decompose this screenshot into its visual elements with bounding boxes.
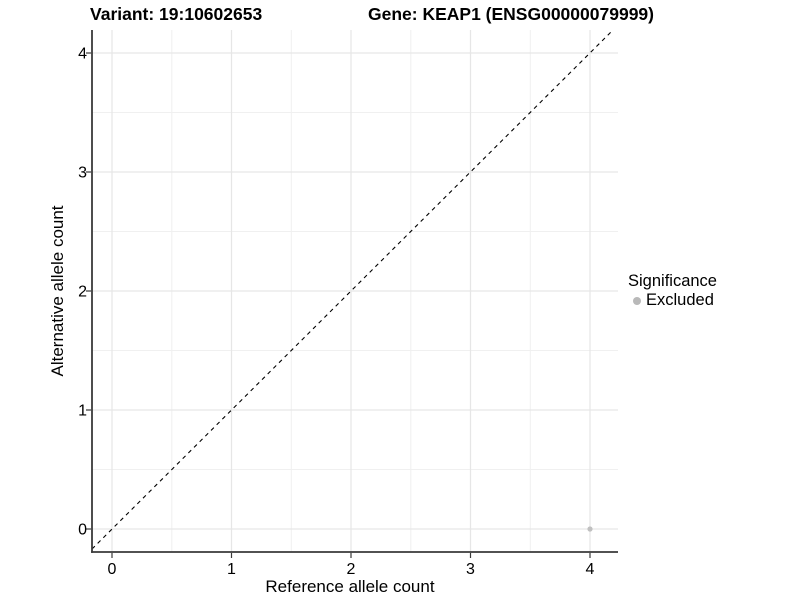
legend-item-label: Excluded: [646, 291, 714, 309]
x-tick-labels: 0 1 2 3 4: [108, 561, 595, 578]
y-tick-2: 2: [78, 284, 87, 301]
axis-ticks: [86, 52, 591, 558]
x-tick-2: 2: [347, 561, 356, 578]
y-tick-1: 1: [78, 403, 87, 420]
axis-lines: [91, 30, 618, 553]
x-tick-1: 1: [227, 561, 236, 578]
legend-point-icon: [628, 292, 646, 310]
legend: Significance Excluded: [628, 272, 717, 310]
x-tick-0: 0: [108, 561, 117, 578]
x-tick-4: 4: [586, 561, 595, 578]
y-tick-4: 4: [78, 46, 87, 63]
y-tick-0: 0: [78, 522, 87, 539]
y-tick-3: 3: [78, 165, 87, 182]
variant-title: Variant: 19:10602653: [90, 4, 263, 24]
legend-item-excluded: Excluded: [628, 291, 717, 310]
identity-line: [91, 29, 614, 550]
x-tick-3: 3: [466, 561, 475, 578]
y-axis-title: Alternative allele count: [48, 205, 67, 376]
grid-major: [92, 30, 618, 552]
x-axis-title: Reference allele count: [265, 577, 434, 596]
gene-title: Gene: KEAP1 (ENSG00000079999): [368, 4, 654, 24]
y-tick-labels: 0 1 2 3 4: [78, 46, 87, 539]
legend-title: Significance: [628, 272, 717, 290]
data-point-excluded: [587, 526, 593, 532]
